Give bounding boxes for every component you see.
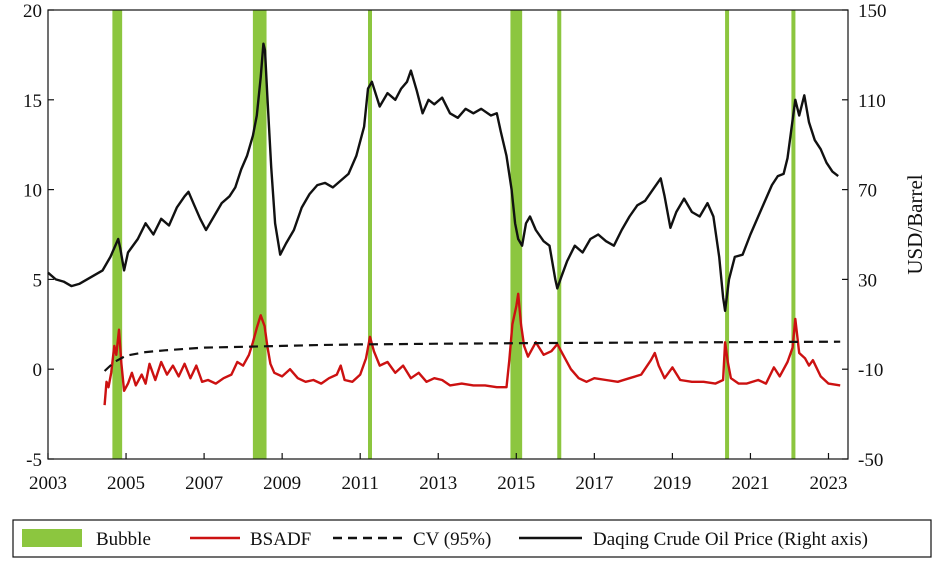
y-right-tick-label-4: 110 [858,91,886,112]
y-right-tick-label-2: 30 [858,270,877,291]
bsadf-line [103,292,841,406]
bubble-band-6 [725,10,730,459]
x-tick-label-2003: 2003 [29,473,67,494]
bubble-band-1 [112,10,123,459]
right-axis-title: USD/Barrel [903,174,927,274]
bubble-band-5 [557,10,562,459]
y-left-tick-label-1: 0 [33,360,43,381]
x-tick-label-2019: 2019 [653,473,691,494]
x-tick-label-2017: 2017 [575,473,613,494]
legend-box [12,519,932,558]
x-tick-label-2021: 2021 [731,473,769,494]
x-tick-label-2013: 2013 [419,473,457,494]
legend-swatch-bubble [22,529,82,547]
y-left-tick-label-4: 15 [23,91,42,112]
y-left-tick-label-3: 10 [23,181,42,202]
y-right-tick-label-5: 150 [858,1,887,22]
series-layer [47,42,841,406]
y-right-tick-label-0: -50 [858,450,883,471]
y-right-tick-label-3: 70 [858,181,877,202]
plot-frame [47,9,849,460]
oil-price-line [47,42,839,312]
x-tick-label-2009: 2009 [263,473,301,494]
y-left-tick-label-2: 5 [33,270,43,291]
y-left-tick-label-5: 20 [23,1,42,22]
bubble-layer [112,10,796,459]
x-tick-label-2007: 2007 [185,473,223,494]
bubble-band-7 [791,10,796,459]
legend-label-2: CV (95%) [413,529,491,550]
y-left-tick-label-0: -5 [26,450,42,471]
x-tick-label-2015: 2015 [497,473,535,494]
legend-label-0: Bubble [96,529,151,550]
legend-label-1: BSADF [250,529,311,550]
axes: 2003 2005 2007 2009 2011 2013 2015 2017 2019 2021… [23,1,887,494]
bubble-band-3 [368,10,372,459]
y-right-tick-label-1: -10 [858,360,883,381]
x-tick-label-2023: 2023 [809,473,847,494]
x-tick-label-2011: 2011 [342,473,379,494]
legend-label-3: Daqing Crude Oil Price (Right axis) [593,529,868,550]
cv-95-line [103,340,841,372]
x-tick-label-2005: 2005 [107,473,145,494]
legend: Bubble BSADF CV (95%) Daqing Crude Oil Pric… [12,519,932,558]
